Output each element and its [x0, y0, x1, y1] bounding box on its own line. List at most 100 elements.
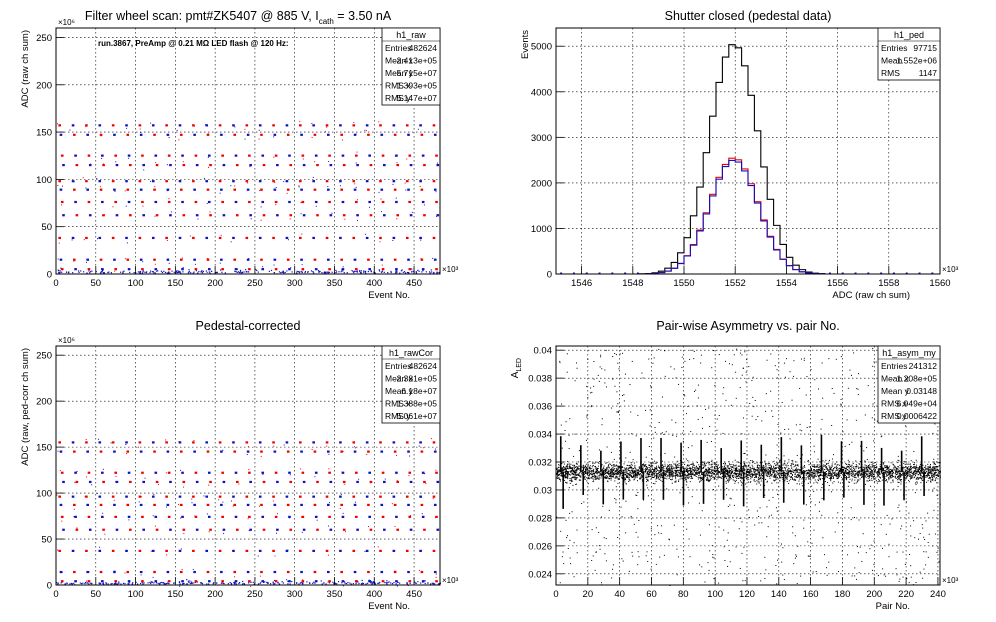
data-point: [836, 475, 838, 477]
data-point: [922, 473, 924, 475]
data-point: [870, 461, 872, 463]
data-point: [659, 478, 661, 480]
data-point: [557, 474, 559, 476]
data-point: [646, 471, 648, 473]
data-point: [276, 163, 279, 167]
data-point: [272, 180, 275, 183]
data-point: [810, 474, 812, 476]
data-point: [855, 467, 857, 469]
data-point: [908, 468, 910, 470]
data-point: [847, 473, 849, 475]
data-point: [795, 464, 797, 466]
data-point: [769, 467, 771, 469]
data-point: [897, 467, 899, 469]
data-point: [408, 201, 410, 203]
x-exponent-label: ×10³: [442, 576, 459, 585]
data-point: [248, 200, 251, 204]
data-point: [878, 470, 880, 472]
data-point: [863, 469, 865, 471]
data-point: [703, 461, 705, 463]
data-point: [612, 476, 614, 478]
data-point: [194, 268, 198, 271]
data-point: [367, 258, 370, 261]
data-point: [698, 473, 700, 475]
data-point: [380, 188, 384, 191]
data-point: [242, 583, 244, 585]
data-point: [234, 200, 238, 204]
data-point: [565, 473, 567, 475]
data-point: [342, 450, 344, 452]
data-point: [627, 467, 629, 469]
data-point: [102, 214, 105, 217]
data-point: [782, 476, 784, 478]
data-point: [613, 475, 615, 477]
data-point: [431, 582, 433, 584]
data-point: [307, 271, 309, 273]
data-point: [125, 441, 128, 444]
data-point: [64, 583, 67, 585]
data-point: [759, 469, 761, 471]
data-point: [277, 582, 279, 584]
data-point: [207, 156, 209, 158]
data-point: [779, 475, 781, 477]
data-point: [858, 470, 860, 472]
data-point: [111, 495, 115, 498]
data-point: [108, 271, 110, 273]
data-point: [672, 466, 674, 468]
data-point: [829, 477, 831, 479]
data-point: [115, 163, 119, 167]
data-point: [588, 466, 590, 468]
data-point: [684, 471, 686, 473]
data-point: [300, 258, 303, 261]
data-point: [379, 270, 381, 272]
data-point: [914, 470, 916, 472]
data-point: [193, 450, 196, 453]
data-point: [76, 527, 78, 529]
data-point: [327, 188, 330, 191]
data-point: [607, 480, 609, 482]
data-point: [99, 570, 103, 574]
data-point: [749, 462, 751, 464]
data-point: [165, 495, 168, 498]
data-point: [587, 465, 589, 467]
data-point: [733, 467, 735, 469]
data-point: [706, 472, 708, 474]
data-point: [120, 583, 122, 585]
data-point: [149, 270, 152, 272]
data-point: [909, 475, 911, 477]
data-point: [344, 218, 346, 220]
data-point: [75, 163, 79, 167]
data-point: [810, 463, 812, 465]
data-point: [728, 463, 730, 465]
data-point: [257, 271, 259, 273]
data-point: [762, 469, 764, 471]
data-point: [436, 528, 440, 531]
x-tick-label: 1556: [827, 278, 848, 289]
data-point: [725, 480, 727, 482]
data-point: [702, 467, 704, 469]
data-point: [790, 471, 792, 473]
data-point: [218, 124, 222, 127]
data-point: [705, 471, 707, 473]
data-point: [727, 481, 729, 483]
data-point: [314, 476, 316, 478]
data-point: [435, 448, 437, 450]
data-point: [793, 479, 795, 481]
data-point: [391, 582, 394, 585]
data-point: [354, 183, 356, 185]
data-point: [423, 163, 426, 167]
data-point: [617, 468, 619, 470]
data-point: [915, 477, 917, 479]
data-point: [227, 583, 229, 585]
data-point: [783, 455, 785, 457]
data-point: [907, 463, 909, 465]
data-point: [355, 447, 357, 449]
data-point: [887, 465, 889, 467]
data-point: [579, 475, 581, 477]
data-point: [99, 133, 103, 136]
data-point: [775, 475, 777, 477]
data-point: [699, 471, 701, 473]
data-point: [679, 475, 681, 477]
data-point: [206, 202, 208, 204]
